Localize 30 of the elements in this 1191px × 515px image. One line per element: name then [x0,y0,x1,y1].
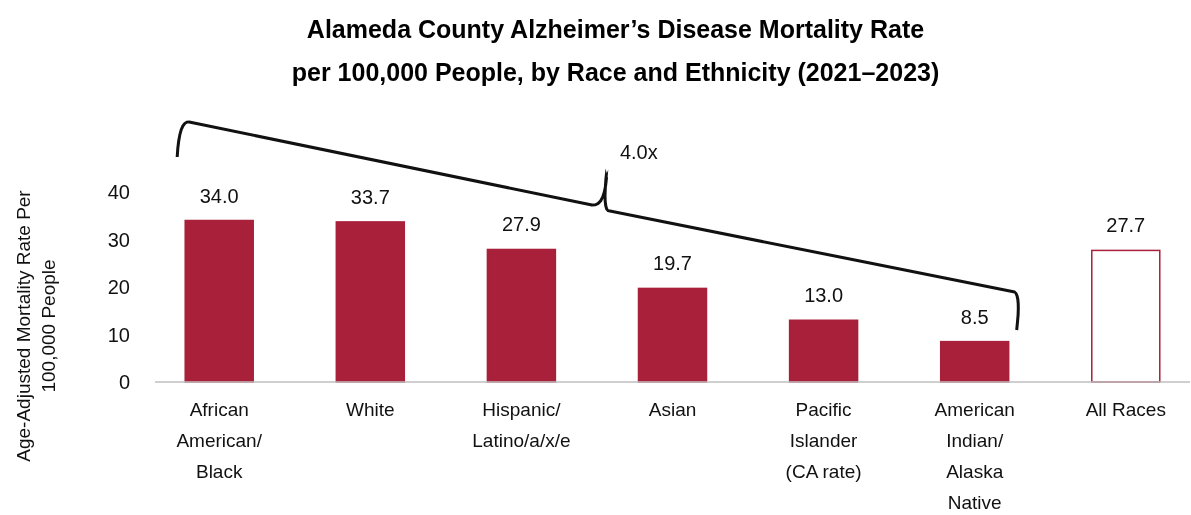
y-tick-label: 0 [118,371,130,393]
x-tick-label: Hispanic/ Latino/a/x/e [472,399,571,451]
data-label: 34.0 [199,184,239,207]
y-tick-label: 20 [107,276,130,298]
x-tick-label: Pacific Islander (CA rate) [785,399,862,482]
chart-title: Alameda County Alzheimer’s Disease Mortality Rate [306,15,925,43]
data-label: 8.5 [960,305,989,328]
y-axis-title: Age-Adjusted Mortality Rate Per 100,000 People [13,189,59,462]
text: 4.0x [619,141,658,163]
y-tick-label: 30 [107,228,130,251]
data-label: 13.0 [804,284,844,307]
x-tick-label: All Races [1085,399,1166,420]
x-tick-label: African American/ Black [176,399,263,482]
bar [788,319,859,383]
x-tick-label: Asian [648,399,697,420]
x-tick-label: White [346,399,395,420]
chart-subtitle: per 100,000 People, by Race and Ethnicity (2021–2023) [291,58,940,86]
x-tick-label: American Indian/ Alaska Native [934,399,1015,513]
y-tick-label: 10 [107,323,130,346]
data-label: 33.7 [350,185,390,208]
data-label: 27.9 [501,213,541,236]
data-label: 19.7 [653,252,692,275]
bar [486,248,557,383]
y-tick-label: 40 [107,181,130,203]
bar [637,287,708,383]
bar [939,340,1010,383]
data-label: 27.7 [1106,214,1146,237]
bar [184,219,254,383]
bar [335,221,406,383]
bar [1091,249,1161,383]
